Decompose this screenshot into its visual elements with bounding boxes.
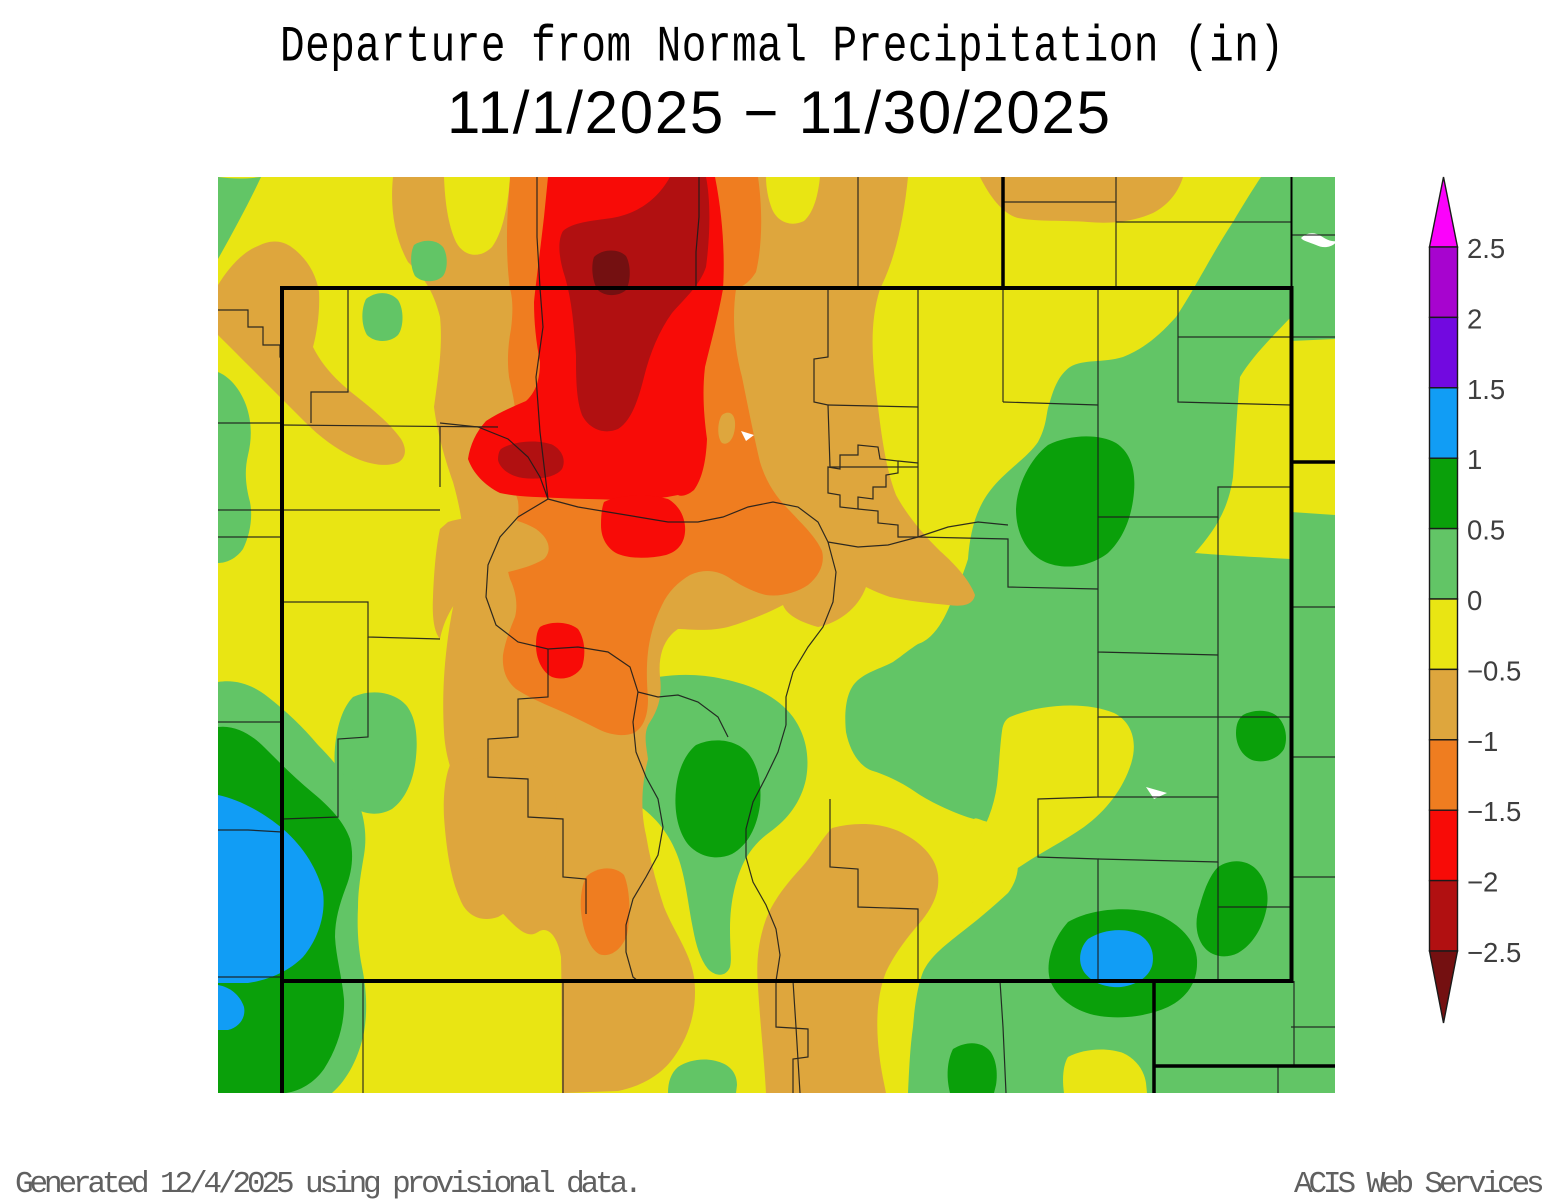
svg-text:Departure from Normal Precipit: Departure from Normal Precipitation (in) [280, 18, 1284, 77]
svg-text:ACIS Web Services: ACIS Web Services [1294, 1167, 1543, 1200]
svg-text:2: 2 [1467, 304, 1482, 335]
svg-text:0.5: 0.5 [1467, 515, 1505, 546]
svg-text:Generated 12/4/2025 using prov: Generated 12/4/2025 using provisional da… [15, 1167, 639, 1200]
svg-text:−1.5: −1.5 [1467, 796, 1521, 827]
svg-text:−0.5: −0.5 [1467, 656, 1521, 687]
svg-text:1: 1 [1467, 444, 1482, 475]
svg-text:2.5: 2.5 [1467, 233, 1505, 264]
svg-text:11/1/2025 − 11/30/2025: 11/1/2025 − 11/30/2025 [447, 79, 1110, 146]
svg-text:0: 0 [1467, 585, 1482, 616]
svg-text:1.5: 1.5 [1467, 374, 1505, 405]
svg-text:−2: −2 [1467, 867, 1498, 898]
svg-text:−1: −1 [1467, 726, 1498, 757]
svg-text:−2.5: −2.5 [1467, 937, 1521, 968]
